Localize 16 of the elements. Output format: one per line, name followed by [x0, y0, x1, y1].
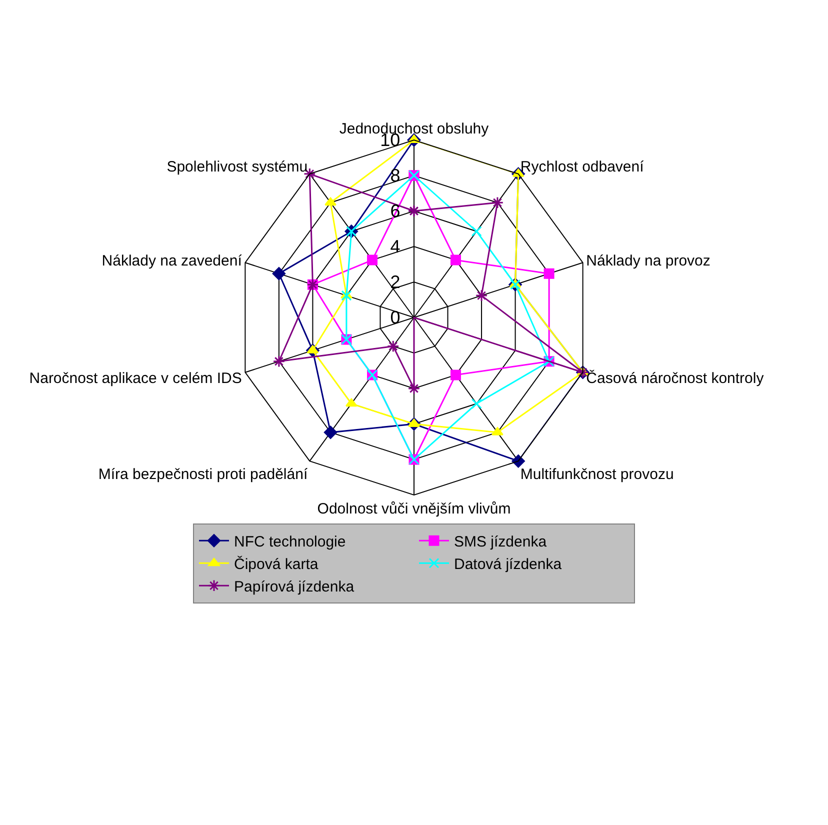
spoke-label: Spolehlivost systému — [166, 158, 308, 176]
spoke-label: Náklady na zavedení — [102, 252, 243, 270]
spoke-label: Odolnost vůči vnějším vlivům — [317, 500, 511, 518]
legend-label: NFC technologie — [234, 534, 346, 550]
spoke-label: Multifunkčnost provozu — [520, 466, 674, 484]
legend-label: SMS jízdenka — [454, 534, 548, 550]
spoke-label: Naročnost aplikace v celém IDS — [29, 370, 242, 388]
legend-label: Papírová jízdenka — [234, 578, 355, 596]
spoke-label: Časová náročnost kontroly — [586, 369, 764, 388]
y-tick-label: 8 — [390, 165, 400, 186]
spoke-label: Rychlost odbavení — [520, 158, 645, 176]
spoke-label: Míra bezpečnosti proti padělání — [98, 466, 308, 484]
legend-label: Datová jízdenka — [454, 556, 562, 573]
legend-label: Čipová karta — [234, 555, 319, 573]
y-tick-label: 4 — [390, 236, 400, 256]
spoke-label: Náklady na provoz — [586, 252, 710, 270]
